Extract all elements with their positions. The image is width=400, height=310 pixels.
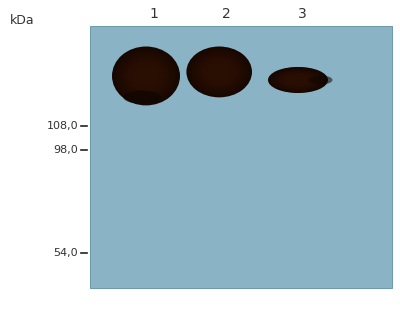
Ellipse shape [213, 67, 226, 77]
Ellipse shape [188, 47, 251, 96]
Ellipse shape [186, 46, 252, 97]
Ellipse shape [274, 69, 322, 91]
Ellipse shape [115, 49, 177, 102]
Ellipse shape [293, 78, 303, 82]
Text: 2: 2 [222, 7, 230, 21]
Ellipse shape [123, 56, 169, 95]
Ellipse shape [273, 69, 323, 91]
Text: 98,0: 98,0 [53, 145, 78, 155]
Ellipse shape [271, 68, 325, 92]
Text: 54,0: 54,0 [53, 248, 78, 258]
Ellipse shape [131, 63, 161, 89]
Ellipse shape [205, 61, 234, 83]
Ellipse shape [208, 64, 230, 80]
Ellipse shape [279, 72, 317, 88]
Ellipse shape [278, 71, 318, 89]
Ellipse shape [195, 53, 243, 91]
Ellipse shape [116, 51, 176, 101]
Ellipse shape [124, 57, 168, 95]
Ellipse shape [216, 69, 222, 74]
Ellipse shape [284, 74, 312, 86]
Ellipse shape [210, 65, 228, 79]
Ellipse shape [209, 64, 229, 80]
Ellipse shape [290, 77, 306, 83]
Ellipse shape [135, 66, 157, 86]
Ellipse shape [142, 72, 150, 80]
Ellipse shape [119, 52, 173, 100]
Ellipse shape [123, 91, 161, 104]
Ellipse shape [214, 68, 225, 76]
Ellipse shape [217, 70, 221, 73]
Ellipse shape [126, 58, 166, 94]
Ellipse shape [114, 48, 178, 104]
Ellipse shape [194, 52, 244, 91]
Ellipse shape [269, 67, 327, 93]
Ellipse shape [286, 75, 310, 85]
Ellipse shape [295, 79, 301, 81]
Ellipse shape [130, 62, 162, 90]
Ellipse shape [215, 69, 224, 75]
Ellipse shape [292, 78, 304, 82]
Ellipse shape [198, 56, 240, 88]
Ellipse shape [122, 55, 170, 97]
Ellipse shape [277, 71, 319, 89]
Ellipse shape [136, 67, 156, 85]
Text: 1: 1 [150, 7, 158, 21]
Ellipse shape [190, 49, 249, 95]
Ellipse shape [113, 47, 179, 104]
Ellipse shape [112, 46, 180, 105]
Ellipse shape [289, 76, 307, 84]
Bar [90, 26, 392, 288]
Ellipse shape [196, 54, 242, 90]
Ellipse shape [294, 78, 302, 82]
Ellipse shape [291, 77, 305, 83]
Ellipse shape [218, 71, 220, 73]
Ellipse shape [207, 63, 231, 81]
Ellipse shape [118, 51, 174, 100]
Text: 3: 3 [298, 7, 306, 21]
Ellipse shape [192, 51, 246, 93]
Ellipse shape [283, 73, 313, 86]
Ellipse shape [134, 65, 158, 87]
Ellipse shape [282, 73, 314, 87]
Ellipse shape [270, 68, 326, 92]
Ellipse shape [120, 53, 172, 99]
Text: kDa: kDa [10, 14, 34, 27]
Ellipse shape [204, 60, 234, 84]
Ellipse shape [272, 69, 324, 91]
Ellipse shape [193, 51, 246, 92]
Ellipse shape [121, 54, 171, 98]
Ellipse shape [201, 58, 238, 86]
Ellipse shape [280, 72, 316, 88]
Ellipse shape [132, 64, 160, 88]
Ellipse shape [128, 60, 164, 92]
Ellipse shape [127, 59, 165, 93]
Ellipse shape [139, 70, 153, 82]
Ellipse shape [296, 79, 300, 81]
Ellipse shape [212, 66, 227, 78]
Ellipse shape [142, 73, 150, 79]
Ellipse shape [129, 61, 163, 91]
Ellipse shape [206, 62, 232, 82]
Ellipse shape [145, 75, 147, 77]
Text: 108,0: 108,0 [46, 121, 78, 131]
Ellipse shape [285, 74, 311, 86]
Ellipse shape [140, 71, 152, 81]
Ellipse shape [200, 57, 239, 87]
Ellipse shape [308, 75, 332, 85]
Ellipse shape [188, 48, 250, 96]
Ellipse shape [281, 73, 315, 87]
Ellipse shape [276, 70, 320, 90]
Ellipse shape [203, 59, 236, 85]
Ellipse shape [137, 68, 155, 84]
Ellipse shape [275, 70, 321, 90]
Ellipse shape [191, 50, 248, 94]
Ellipse shape [288, 76, 308, 84]
Ellipse shape [144, 74, 148, 78]
Ellipse shape [202, 58, 237, 86]
Ellipse shape [268, 67, 328, 93]
Ellipse shape [197, 55, 241, 89]
Ellipse shape [138, 69, 154, 83]
Ellipse shape [287, 75, 309, 85]
